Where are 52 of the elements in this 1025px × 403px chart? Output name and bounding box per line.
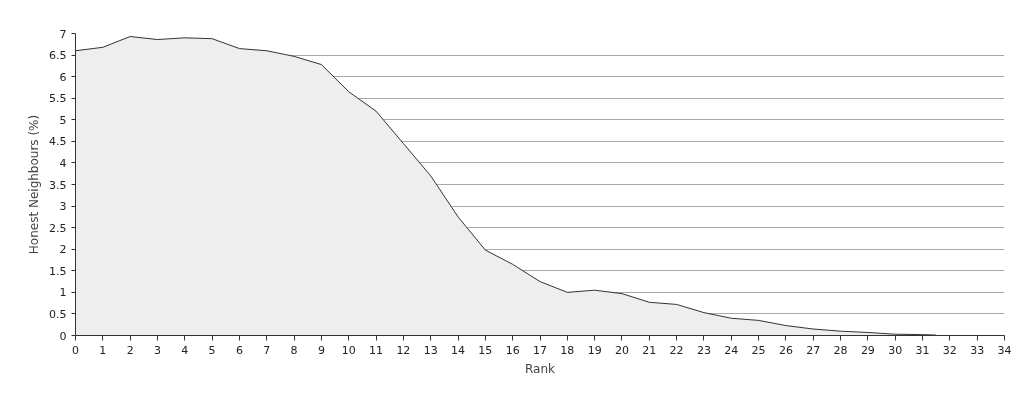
x-tick-label: 20 xyxy=(614,343,629,357)
y-tick-label: 2.5 xyxy=(49,221,67,235)
x-tick-label: 1 xyxy=(99,343,107,357)
y-tick-label: 2 xyxy=(59,243,67,257)
x-tick-label: 34 xyxy=(997,343,1012,357)
y-tick-label: 0 xyxy=(59,329,67,343)
x-tick-label: 24 xyxy=(724,343,739,357)
x-tick-label: 22 xyxy=(669,343,684,357)
y-tick-label: 0.5 xyxy=(49,307,67,321)
x-tick-label: 16 xyxy=(505,343,520,357)
x-tick-label: 0 xyxy=(72,343,79,357)
y-tick-label: 5.5 xyxy=(49,92,67,106)
x-tick-label: 27 xyxy=(806,343,821,357)
x-tick-label: 29 xyxy=(860,343,875,357)
x-tick-label: 8 xyxy=(290,343,298,357)
y-tick-label: 6 xyxy=(59,70,67,84)
x-tick-label: 30 xyxy=(888,343,903,357)
y-tick-label: 3 xyxy=(59,200,67,214)
x-tick-label: 21 xyxy=(642,343,657,357)
x-tick-label: 23 xyxy=(696,343,711,357)
x-tick-label: 14 xyxy=(451,343,466,357)
y-tick-label: 4.5 xyxy=(49,135,67,149)
x-tick-label: 26 xyxy=(778,343,793,357)
y-tick-label: 4 xyxy=(59,156,67,170)
x-tick-label: 9 xyxy=(317,343,325,357)
x-tick-label: 28 xyxy=(833,343,848,357)
y-tick-label: 3.5 xyxy=(49,178,67,192)
y-tick-label: 6.5 xyxy=(49,49,67,63)
x-tick-label: 18 xyxy=(560,343,575,357)
x-tick-label: 13 xyxy=(423,343,438,357)
y-tick-label: 7 xyxy=(59,27,67,41)
x-tick-label: 25 xyxy=(751,343,766,357)
y-axis-title: Honest Neighbours (%) xyxy=(27,114,42,255)
x-tick-label: 3 xyxy=(153,343,161,357)
y-tick-label: 5 xyxy=(59,113,67,127)
x-axis-title: Rank xyxy=(525,361,556,376)
x-tick-label: 10 xyxy=(341,343,356,357)
x-tick-label: 33 xyxy=(970,343,985,357)
x-tick-label: 11 xyxy=(369,343,384,357)
y-tick-label: 1.5 xyxy=(49,264,67,278)
x-tick-label: 31 xyxy=(915,343,930,357)
x-tick-label: 17 xyxy=(533,343,547,357)
x-tick-label: 19 xyxy=(587,343,602,357)
x-tick-label: 4 xyxy=(181,343,189,357)
y-tick-label: 1 xyxy=(59,286,67,300)
x-tick-label: 7 xyxy=(263,343,271,357)
x-tick-label: 32 xyxy=(942,343,957,357)
x-tick-label: 6 xyxy=(235,343,243,357)
x-tick-label: 2 xyxy=(126,343,134,357)
x-tick-label: 12 xyxy=(396,343,411,357)
x-tick-label: 15 xyxy=(478,343,493,357)
x-tick-label: 5 xyxy=(208,343,216,357)
